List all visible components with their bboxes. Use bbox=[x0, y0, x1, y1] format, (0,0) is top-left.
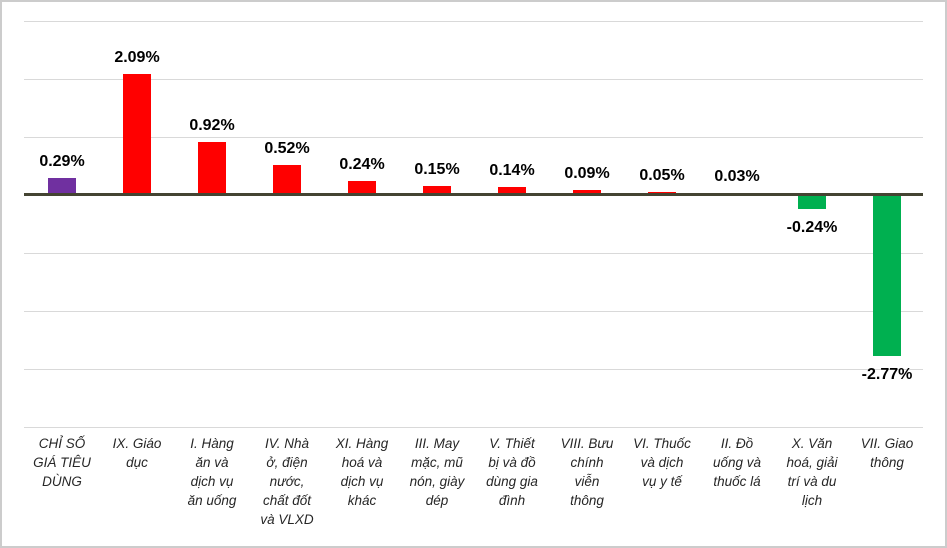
chart-bar-12 bbox=[873, 195, 901, 356]
value-label-3: 0.92% bbox=[189, 116, 235, 134]
chart-bar-7 bbox=[498, 186, 526, 195]
gridline-3pct bbox=[24, 21, 923, 22]
value-label-10: 0.03% bbox=[714, 168, 760, 186]
value-label-9: 0.05% bbox=[639, 167, 685, 185]
chart-bar-6 bbox=[423, 186, 451, 195]
category-label-8: VIII. Bưu chính viễn thông bbox=[560, 436, 614, 508]
category-label-10: II. Đồ uống và thuốc lá bbox=[712, 436, 762, 489]
gridline--3pct bbox=[24, 369, 923, 370]
gridline-2pct bbox=[24, 79, 923, 80]
category-label-11: X. Văn hoá, giải trí và du lịch bbox=[786, 436, 838, 508]
chart-bar-3 bbox=[198, 141, 226, 195]
gridline--2pct bbox=[24, 311, 923, 312]
category-label-2: IX. Giáo dục bbox=[112, 436, 162, 470]
category-label-7: V. Thiết bị và đồ dùng gia đình bbox=[486, 436, 538, 508]
value-label-8: 0.09% bbox=[564, 164, 610, 182]
value-label-7: 0.14% bbox=[489, 161, 535, 179]
value-label-1: 0.29% bbox=[39, 153, 85, 171]
category-label-5: XI. Hàng hoá và dịch vụ khác bbox=[335, 436, 389, 508]
value-label-12: -2.77% bbox=[861, 365, 913, 383]
gridline-1pct bbox=[24, 137, 923, 138]
category-label-3: I. Hàng ăn và dịch vụ ăn uống bbox=[187, 436, 237, 508]
category-label-9: VI. Thuốc và dịch vụ y tế bbox=[633, 436, 691, 489]
value-label-2: 2.09% bbox=[114, 48, 160, 66]
value-label-11: -0.24% bbox=[786, 218, 838, 236]
chart-bar-11 bbox=[798, 195, 826, 209]
value-label-5: 0.24% bbox=[339, 156, 385, 174]
chart-bar-5 bbox=[348, 181, 376, 195]
category-label-1: CHỈ SỐ GIÁ TIÊU DÙNG bbox=[33, 436, 91, 489]
value-label-4: 0.52% bbox=[264, 139, 310, 157]
chart-bar-4 bbox=[273, 164, 301, 195]
chart-bar-2 bbox=[123, 73, 151, 195]
category-label-4: IV. Nhà ở, điện nước, chất đốt và VLXD bbox=[260, 436, 314, 527]
category-label-12: VII. Giao thông bbox=[860, 436, 914, 470]
chart-bar-1 bbox=[48, 178, 76, 195]
category-label-6: III. May mặc, mũ nón, giày dép bbox=[409, 436, 465, 508]
value-label-6: 0.15% bbox=[414, 161, 460, 179]
gridline--1pct bbox=[24, 253, 923, 254]
gridline--4pct bbox=[24, 427, 923, 428]
x-axis-zero-line bbox=[24, 193, 923, 196]
chart-bar-8 bbox=[573, 189, 601, 195]
